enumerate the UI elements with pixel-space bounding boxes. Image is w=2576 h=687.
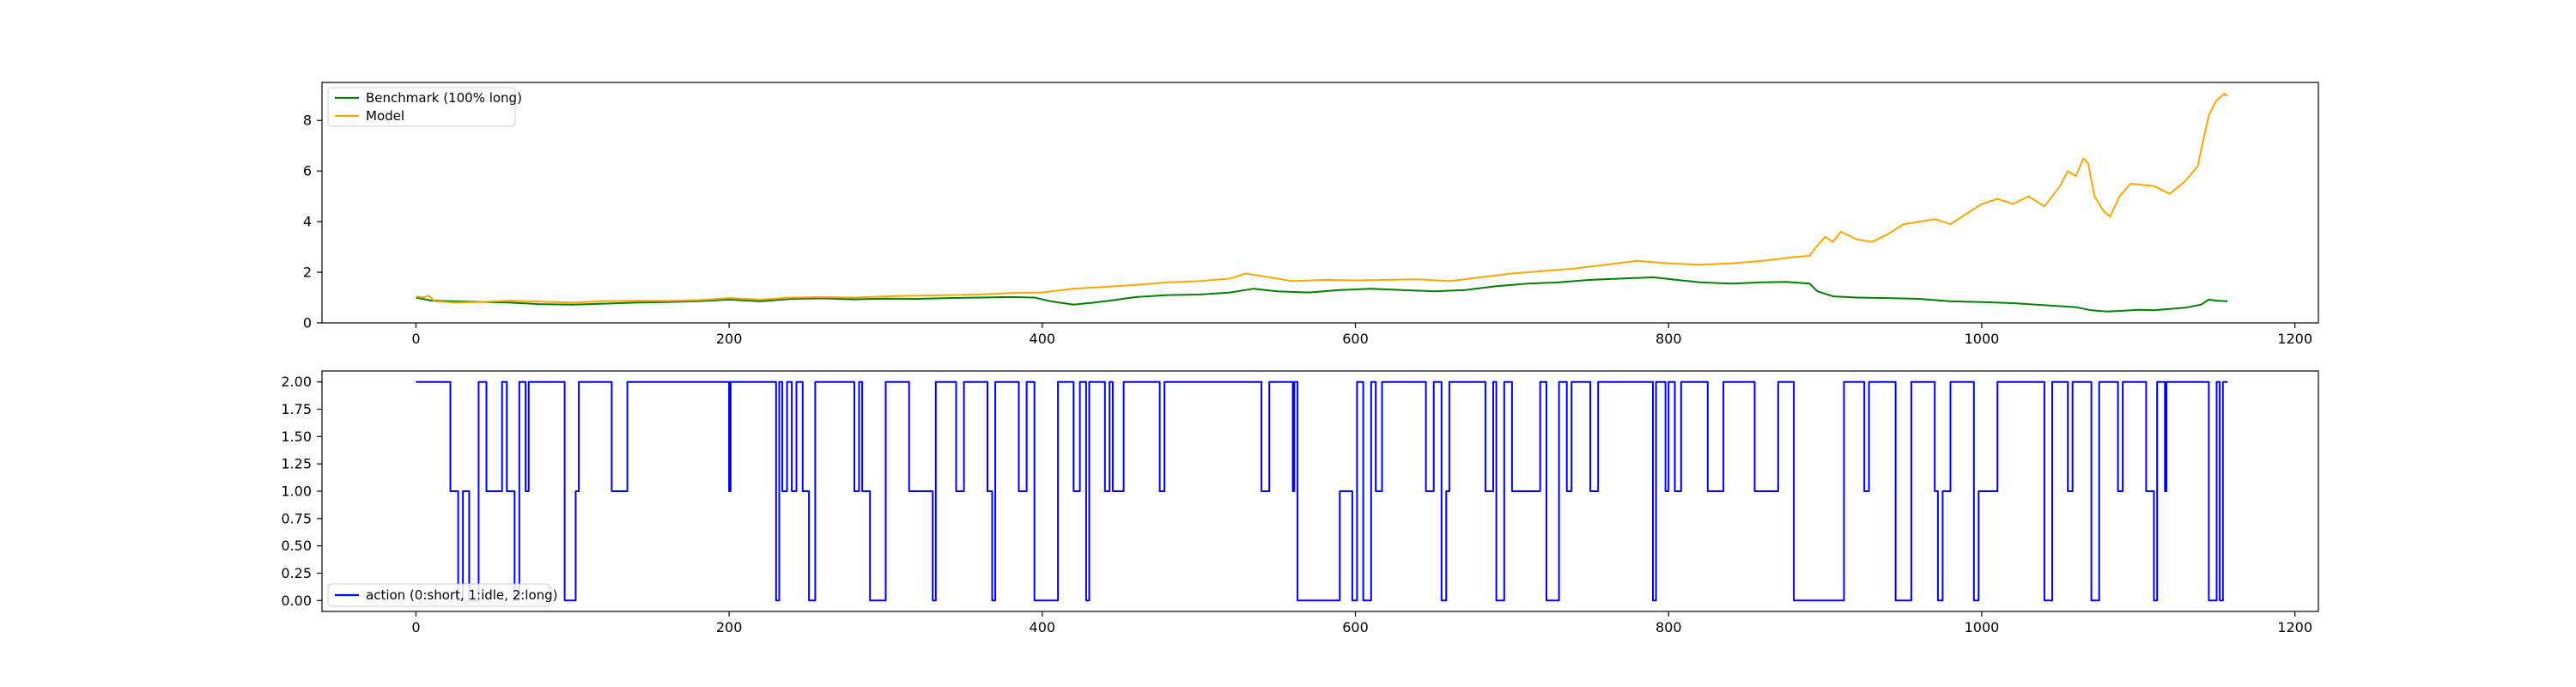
x-tick-label: 1000 [1965,331,2000,347]
y-tick-label: 4 [303,214,312,230]
equity-plot-area [322,82,2318,323]
y-tick-label: 1.25 [281,456,312,472]
action-y-ticks: 0.00 0.25 0.50 0.75 1.00 1.25 1.50 1.75 2.00 [281,374,322,609]
action-series-group [416,380,2228,602]
equity-axes-frame [321,82,2319,324]
x-tick-label: 1200 [2277,331,2312,347]
series-line-benchmark-100-long [416,276,2228,313]
legend-model-label: Model [366,108,404,124]
equity-legend: Benchmark (100% long) Model [327,87,522,127]
equity-legend-box [327,87,516,127]
y-tick-label: 1.75 [281,401,312,417]
x-tick-label: 200 [716,331,743,347]
x-tick-label: 800 [1656,619,1682,635]
y-tick-label: 1.50 [281,429,312,445]
x-tick-label: 1200 [2277,619,2312,635]
equity-series-group [416,93,2228,313]
y-tick-label: 1.00 [281,483,312,500]
x-tick-label: 400 [1030,331,1056,347]
x-tick-label: 800 [1656,331,1682,347]
y-tick-label: 2.00 [281,374,312,390]
action-axes: 0 200 400 600 800 1000 1200 0.00 0.25 0.50 0.75 1.… [281,370,2319,635]
x-tick-label: 600 [1342,331,1369,347]
series-line-action-0-short-1-idle-2-long [416,380,2228,602]
y-tick-label: 2 [303,264,312,281]
equity-curve-axes: 0 200 400 600 800 1000 1200 0 2 4 6 8 Benchmark (1… [303,82,2319,347]
equity-x-ticks: 0 200 400 600 800 1000 1200 [411,323,2312,347]
x-tick-label: 600 [1342,619,1369,635]
action-axes-frame [321,370,2319,612]
y-tick-label: 0 [303,315,312,331]
y-tick-label: 0.25 [281,565,312,581]
legend-action-label: action (0:short, 1:idle, 2:long) [366,587,558,603]
y-tick-label: 0.50 [281,538,312,554]
x-tick-label: 0 [411,619,420,635]
equity-y-ticks: 0 2 4 6 8 [303,112,322,331]
legend-benchmark-label: Benchmark (100% long) [366,90,522,106]
action-legend: action (0:short, 1:idle, 2:long) [327,583,558,607]
x-tick-label: 0 [411,331,420,347]
x-tick-label: 1000 [1965,619,2000,635]
action-x-ticks: 0 200 400 600 800 1000 1200 [411,611,2312,635]
x-tick-label: 400 [1030,619,1056,635]
x-tick-label: 200 [716,619,743,635]
y-tick-label: 8 [303,112,312,129]
y-tick-label: 0.00 [281,593,312,609]
y-tick-label: 6 [303,163,312,179]
series-line-model [416,93,2228,304]
action-legend-box [327,583,550,607]
y-tick-label: 0.75 [281,510,312,526]
